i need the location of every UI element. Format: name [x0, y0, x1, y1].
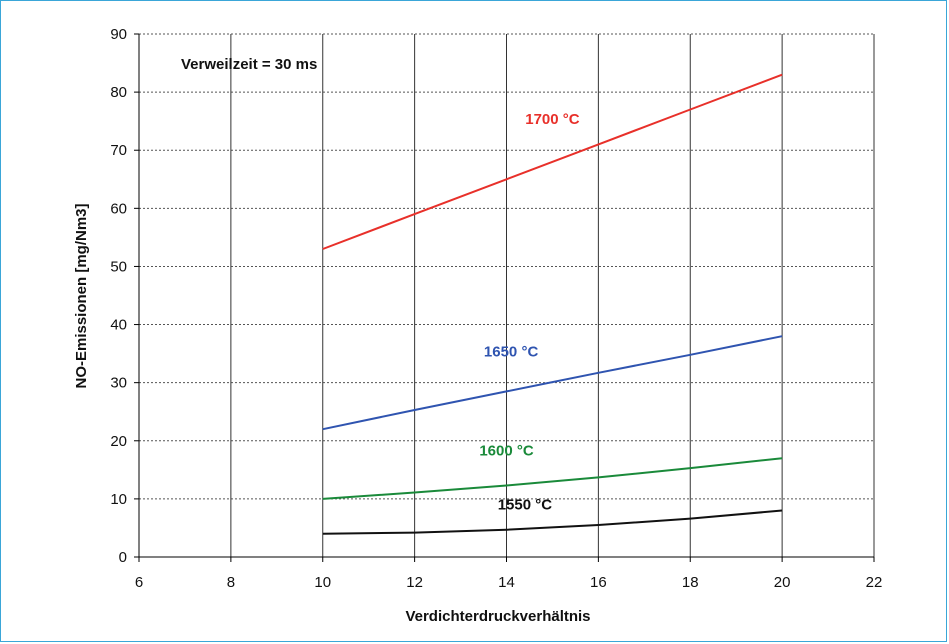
x-axis-title: Verdichterdruckverhältnis: [405, 608, 590, 625]
y-tick-label: 10: [110, 491, 127, 508]
y-tick-labels: 0 10 20 30 40 50 60 70 80 90: [110, 26, 139, 566]
x-tick-labels: 6 8 10 12 14 16 18 20 22: [135, 557, 883, 591]
y-axis-title: NO-Emissionen [mg/Nm3]: [73, 203, 90, 388]
series-lines: [322, 73, 783, 535]
x-tick-label: 10: [314, 574, 331, 591]
series-label-1600C: 1600 °C: [479, 442, 534, 459]
x-tick-label: 6: [135, 574, 143, 591]
y-tick-label: 50: [110, 258, 127, 275]
series-line-1550C: [322, 509, 783, 535]
series-labels: 1700 °C 1650 °C 1600 °C 1550 °C: [479, 111, 579, 513]
series-label-1650C: 1650 °C: [484, 344, 539, 361]
x-tick-label: 12: [406, 574, 423, 591]
y-tick-label: 20: [110, 433, 127, 450]
x-tick-label: 14: [498, 574, 515, 591]
grid-lines: [139, 33, 875, 557]
x-tick-label: 18: [682, 574, 699, 591]
x-tick-label: 16: [590, 574, 607, 591]
y-tick-label: 90: [110, 26, 127, 43]
series-line-1700C: [322, 73, 783, 250]
x-tick-label: 8: [227, 574, 235, 591]
series-label-1700C: 1700 °C: [525, 111, 580, 128]
series-line-1650C: [322, 335, 783, 431]
y-tick-label: 40: [110, 317, 127, 334]
y-tick-label: 80: [110, 84, 127, 101]
y-tick-label: 0: [119, 549, 127, 566]
series-label-1550C: 1550 °C: [498, 496, 553, 513]
x-tick-label: 22: [866, 574, 883, 591]
y-tick-label: 70: [110, 142, 127, 159]
y-tick-label: 60: [110, 200, 127, 217]
residence-time-annotation: Verweilzeit = 30 ms: [181, 56, 317, 73]
series-line-1600C: [322, 457, 783, 500]
x-tick-label: 20: [774, 574, 791, 591]
y-tick-label: 30: [110, 375, 127, 392]
